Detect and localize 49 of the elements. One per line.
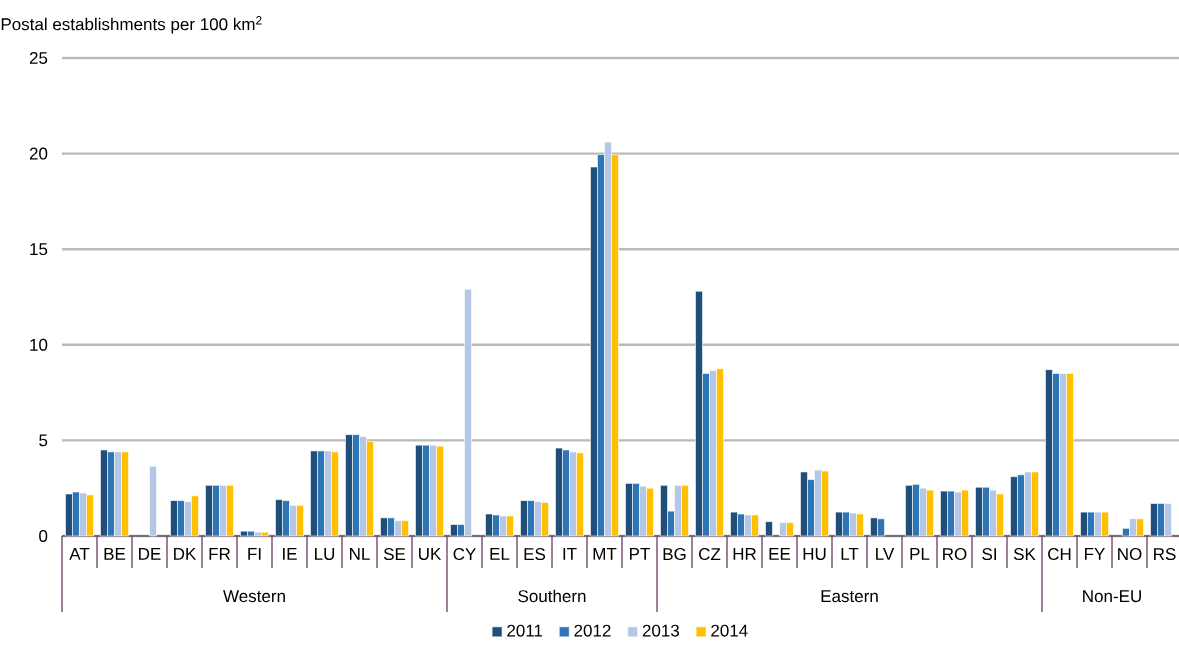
x-tick-label: SE (383, 548, 406, 561)
legend-label: 2013 (642, 624, 680, 637)
x-tick-label: LV (876, 548, 895, 560)
x-tick-label: CY (453, 548, 476, 561)
text: Western (223, 590, 285, 603)
y-tick-label: 0 (39, 529, 48, 543)
legend-label: 2011 (507, 624, 543, 637)
x-tick-label: IE (283, 548, 297, 560)
x-tick-label: DK (174, 548, 197, 560)
x-tick-label: ES (524, 548, 546, 561)
x-tick-label: NO (1118, 548, 1142, 561)
text: Southern (518, 589, 586, 603)
x-tick-label: PL (910, 548, 930, 560)
legend-label: 2014 (711, 624, 748, 637)
x-tick-label: MT (593, 548, 617, 560)
x-tick-label: FI (248, 548, 261, 560)
x-tick-label: RO (943, 548, 967, 561)
x-tick-label: RS (1154, 548, 1176, 561)
x-tick-label: HU (803, 548, 826, 560)
text: Non-EU (1083, 590, 1141, 603)
x-tick-label: EL (490, 548, 510, 560)
x-tick-label: EE (769, 548, 791, 560)
y-tick-label: 25 (29, 52, 48, 65)
x-tick-label: SK (1013, 548, 1036, 561)
y-axis-title: Postal establishments per 100 km$^{2}$ (1, 16, 262, 34)
text: Eastern (821, 590, 878, 603)
bar (149, 465, 157, 537)
x-tick-label: IT (563, 548, 577, 560)
x-tick-label: PT (630, 548, 650, 560)
x-tick-label: LU (315, 548, 335, 560)
y-tick-label: 5 (39, 434, 48, 447)
x-tick-label: UK (419, 548, 442, 560)
x-tick-label: CZ (699, 548, 721, 561)
x-tick-label: SI (982, 548, 996, 561)
x-tick-label: DE (139, 548, 161, 560)
x-tick-label: BE (104, 548, 126, 560)
x-tick-label: FR (209, 548, 231, 560)
x-tick-label: CH (1048, 548, 1071, 561)
y-tick-label: 20 (29, 147, 48, 160)
x-tick-label: AT (69, 548, 90, 560)
y-tick-label: 10 (30, 338, 48, 351)
legend-label: 2012 (574, 624, 611, 637)
y-tick-label: 15 (30, 243, 48, 256)
x-tick-label: HR (733, 548, 756, 560)
x-tick-label: NL (350, 548, 370, 560)
bar (765, 521, 773, 537)
x-tick-label: LT (841, 548, 859, 560)
x-tick-label: BG (663, 548, 686, 561)
x-tick-label: FY (1085, 548, 1106, 560)
